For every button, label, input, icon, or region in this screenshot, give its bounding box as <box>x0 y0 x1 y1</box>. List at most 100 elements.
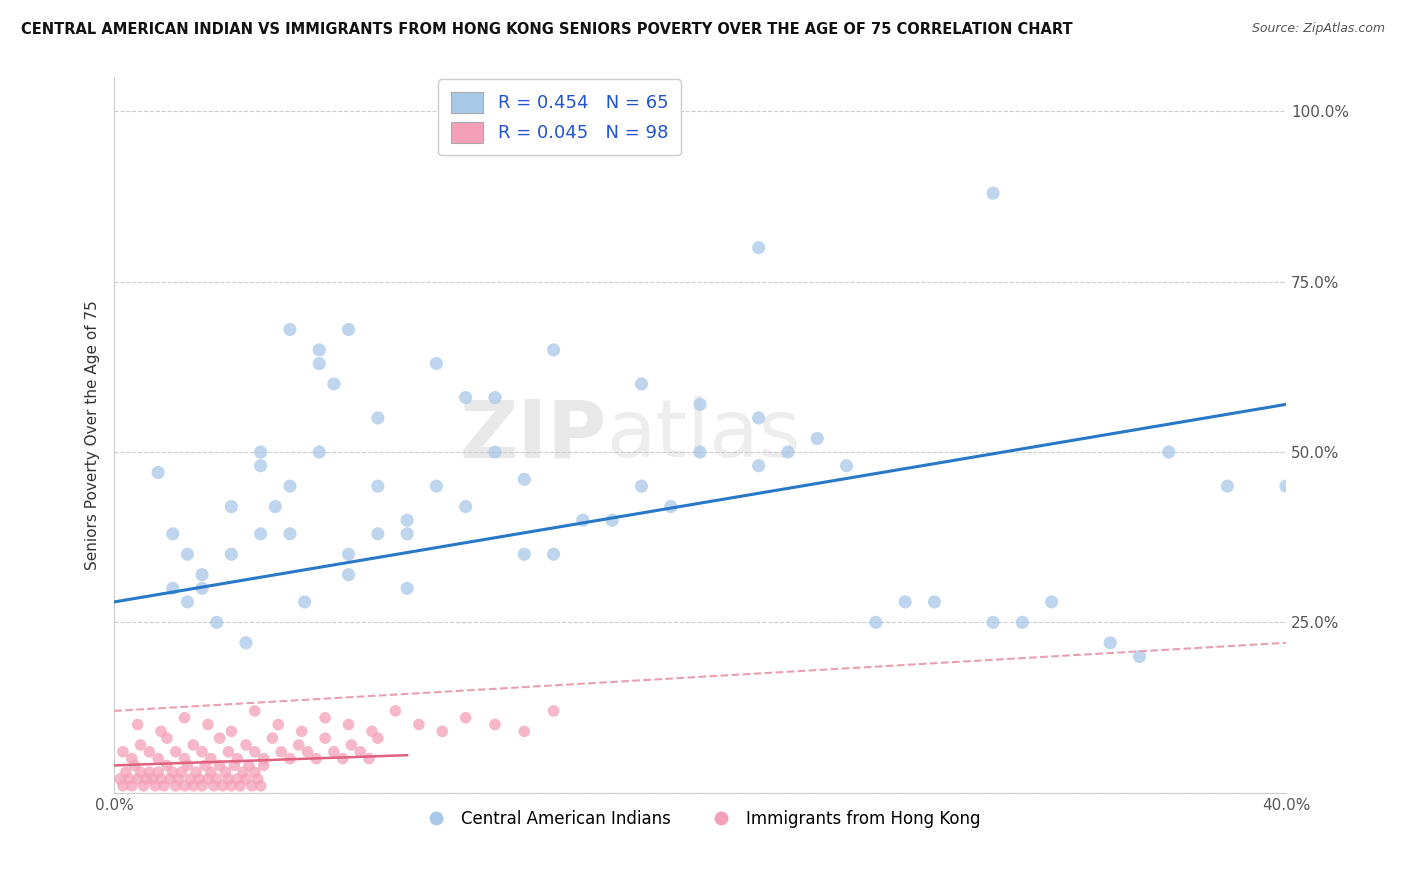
Point <box>176 595 198 609</box>
Point <box>146 765 169 780</box>
Point <box>981 615 1004 630</box>
Point <box>132 779 155 793</box>
Point <box>191 745 214 759</box>
Point <box>278 526 301 541</box>
Point <box>1157 445 1180 459</box>
Point <box>235 738 257 752</box>
Point <box>748 458 770 473</box>
Point <box>243 745 266 759</box>
Point <box>337 567 360 582</box>
Point <box>111 779 134 793</box>
Point <box>630 376 652 391</box>
Point <box>138 745 160 759</box>
Point <box>238 758 260 772</box>
Point <box>165 779 187 793</box>
Point <box>156 758 179 772</box>
Point <box>287 738 309 752</box>
Point <box>337 547 360 561</box>
Point <box>179 772 201 786</box>
Point <box>367 526 389 541</box>
Point <box>425 479 447 493</box>
Legend: Central American Indians, Immigrants from Hong Kong: Central American Indians, Immigrants fro… <box>413 803 987 834</box>
Point <box>689 445 711 459</box>
Point <box>226 772 249 786</box>
Point <box>278 322 301 336</box>
Point <box>202 779 225 793</box>
Point <box>454 500 477 514</box>
Point <box>127 717 149 731</box>
Point <box>176 758 198 772</box>
Point <box>181 738 204 752</box>
Point <box>262 731 284 746</box>
Point <box>270 745 292 759</box>
Point <box>1128 649 1150 664</box>
Point <box>249 458 271 473</box>
Point <box>129 765 152 780</box>
Point <box>162 765 184 780</box>
Point <box>865 615 887 630</box>
Point <box>630 479 652 493</box>
Point <box>278 479 301 493</box>
Point <box>337 322 360 336</box>
Point <box>894 595 917 609</box>
Point <box>1099 636 1122 650</box>
Point <box>121 779 143 793</box>
Point <box>484 445 506 459</box>
Point <box>111 745 134 759</box>
Point <box>806 432 828 446</box>
Point <box>153 779 176 793</box>
Point <box>349 745 371 759</box>
Point <box>243 704 266 718</box>
Point <box>167 772 190 786</box>
Point <box>200 751 222 765</box>
Point <box>194 758 217 772</box>
Text: ZIP: ZIP <box>460 396 606 474</box>
Point <box>235 772 257 786</box>
Point <box>191 567 214 582</box>
Point <box>205 772 228 786</box>
Point <box>240 779 263 793</box>
Point <box>291 724 314 739</box>
Point <box>170 765 193 780</box>
Point <box>484 717 506 731</box>
Point <box>188 772 211 786</box>
Point <box>221 779 243 793</box>
Point <box>659 500 682 514</box>
Point <box>454 711 477 725</box>
Point <box>835 458 858 473</box>
Point <box>297 745 319 759</box>
Point <box>543 547 565 561</box>
Point <box>384 704 406 718</box>
Point <box>454 391 477 405</box>
Point <box>294 595 316 609</box>
Point <box>305 751 328 765</box>
Text: atlas: atlas <box>606 396 800 474</box>
Point <box>408 717 430 731</box>
Point <box>208 758 231 772</box>
Point <box>232 765 254 780</box>
Point <box>689 397 711 411</box>
Point <box>197 717 219 731</box>
Point <box>396 526 419 541</box>
Y-axis label: Seniors Poverty Over the Age of 75: Seniors Poverty Over the Age of 75 <box>86 301 100 570</box>
Point <box>367 731 389 746</box>
Point <box>214 765 236 780</box>
Point <box>205 615 228 630</box>
Point <box>367 411 389 425</box>
Point <box>600 513 623 527</box>
Point <box>150 724 173 739</box>
Point <box>186 765 208 780</box>
Point <box>981 186 1004 201</box>
Point <box>162 582 184 596</box>
Point <box>322 745 344 759</box>
Point <box>513 724 536 739</box>
Point <box>249 445 271 459</box>
Point <box>208 731 231 746</box>
Point <box>249 526 271 541</box>
Point <box>176 547 198 561</box>
Point <box>221 547 243 561</box>
Point <box>115 765 138 780</box>
Point <box>159 772 181 786</box>
Point <box>221 500 243 514</box>
Point <box>340 738 363 752</box>
